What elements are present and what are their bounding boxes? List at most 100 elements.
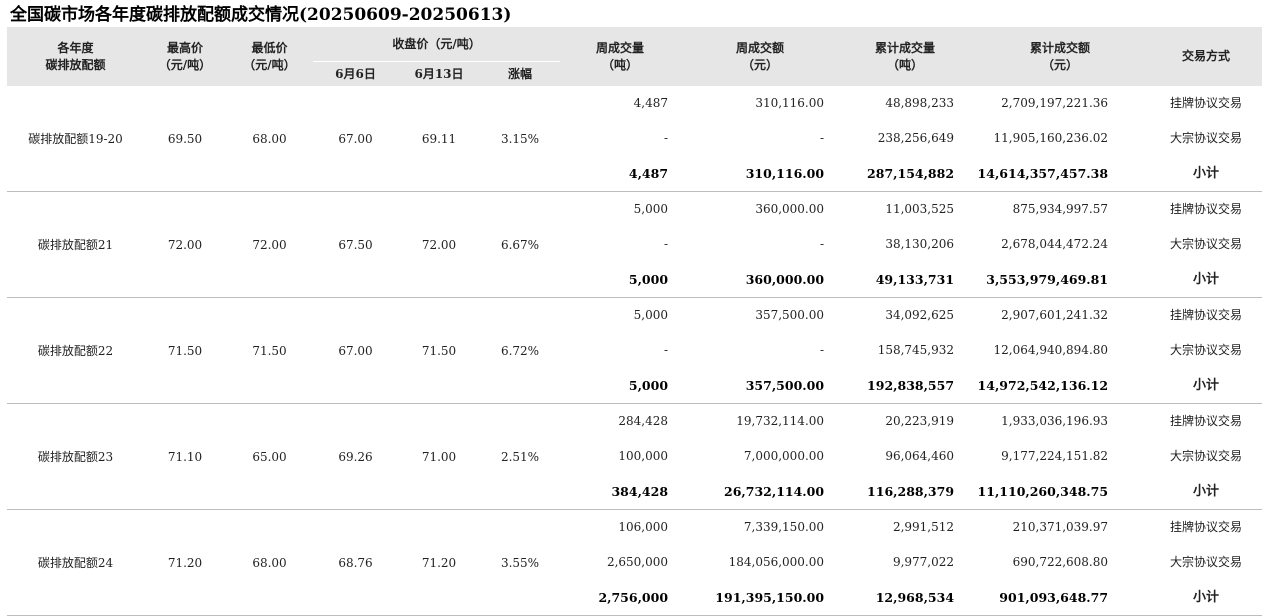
close-prev: 67.00 (313, 297, 398, 404)
table-row: 碳排放配额21 72.00 72.00 67.50 72.00 6.67% 5,000 360… (7, 191, 1262, 298)
week-amount: 7,000,000.00 (743, 449, 825, 463)
trade-method: 大宗协议交易 (1170, 555, 1243, 569)
close-prev: 67.50 (313, 191, 398, 298)
close-prev: 68.76 (313, 509, 398, 616)
close-curr: 72.00 (398, 191, 480, 298)
cum-volume: 116,288,379 (840, 474, 971, 510)
week-amount: 360,000.00 (755, 202, 825, 216)
table-row: 5,000 357,500.00 192,838,557 14,972,542,136… (7, 368, 1263, 404)
change-pct: 3.15% (480, 86, 561, 192)
week-amount: 184,056,000.00 (728, 555, 825, 569)
high-price: 72.00 (144, 191, 226, 298)
high-price: 71.10 (144, 403, 226, 510)
header-high-price: 最高价 （元/吨） (144, 27, 226, 86)
trade-method: 挂牌协议交易 (1170, 202, 1243, 216)
week-volume: - (663, 343, 669, 357)
week-volume: 4,487 (633, 96, 669, 110)
week-amount: 357,500.00 (680, 368, 841, 404)
cum-volume: 38,130,206 (885, 237, 955, 251)
low-price: 72.00 (226, 191, 313, 298)
week-volume: - (663, 131, 669, 145)
week-volume: - (663, 237, 669, 251)
table-row: 碳排放配额19-20 69.50 68.00 67.00 69.11 3.15% 4,487… (7, 86, 1262, 192)
week-amount: 191,395,150.00 (680, 580, 841, 616)
week-volume: 5,000 (560, 368, 681, 404)
header-week-amount: 周成交额 （元） (680, 27, 841, 86)
trade-method: 大宗协议交易 (1170, 343, 1243, 357)
vintage-name: 碳排放配额24 (7, 509, 144, 616)
cum-volume: 48,898,233 (885, 96, 955, 110)
header-close-price: 收盘价（元/吨） (313, 27, 561, 62)
table-row: - - 238,256,649 11,905,160,236.02 大宗协议交易 (7, 121, 1262, 156)
header-cum-volume: 累计成交量 （吨） (840, 27, 971, 86)
week-amount: 7,339,150.00 (743, 520, 825, 534)
cum-volume: 12,968,534 (840, 580, 971, 616)
week-volume: 5,000 (633, 202, 669, 216)
cum-amount: 1,933,036,196.93 (1001, 414, 1109, 428)
cum-volume: 158,745,932 (877, 343, 955, 357)
cum-amount: 690,722,608.80 (1012, 555, 1109, 569)
week-volume: 284,428 (618, 414, 669, 428)
table-row: - - 38,130,206 2,678,044,472.24 大宗协议交易 (7, 227, 1262, 262)
header-cum-amount: 累计成交额 （元） (970, 27, 1151, 86)
table-header: 各年度 碳排放配额 最高价 （元/吨） 最低价 （元/吨） 收盘价（元/吨） 周成交量… (7, 27, 1263, 86)
table-row: 碳排放配额23 71.10 65.00 69.26 71.00 2.51% 284,428 1… (7, 403, 1262, 510)
high-price: 71.50 (144, 297, 226, 404)
close-curr: 69.11 (398, 86, 480, 192)
week-amount: 357,500.00 (755, 308, 825, 322)
trade-method: 小计 (1150, 580, 1263, 616)
change-pct: 6.67% (480, 191, 561, 298)
week-amount: - (819, 131, 825, 145)
vintage-name: 碳排放配额23 (7, 403, 144, 510)
high-price: 71.20 (144, 509, 226, 616)
cum-volume: 11,003,525 (885, 202, 955, 216)
cum-volume: 2,991,512 (892, 520, 955, 534)
trade-method: 大宗协议交易 (1170, 449, 1243, 463)
header-low-price: 最低价 （元/吨） (226, 27, 313, 86)
cum-amount: 14,614,357,457.38 (970, 156, 1151, 192)
trade-method: 小计 (1150, 262, 1263, 298)
change-pct: 3.55% (480, 509, 561, 616)
low-price: 65.00 (226, 403, 313, 510)
week-volume: 100,000 (618, 449, 669, 463)
trade-method: 小计 (1150, 368, 1263, 404)
vintage-name: 碳排放配额19-20 (7, 86, 144, 192)
week-amount: 19,732,114.00 (736, 414, 825, 428)
trade-method: 大宗协议交易 (1170, 237, 1243, 251)
cum-amount: 875,934,997.57 (1012, 202, 1109, 216)
table-row: - - 158,745,932 12,064,940,894.80 大宗协议交易 (7, 333, 1262, 368)
trade-method: 挂牌协议交易 (1170, 96, 1243, 110)
header-change: 涨幅 (480, 61, 561, 86)
header-vintage: 各年度 碳排放配额 (7, 27, 144, 86)
cum-amount: 2,907,601,241.32 (1001, 308, 1109, 322)
cum-amount: 210,371,039.97 (1012, 520, 1109, 534)
trade-method: 挂牌协议交易 (1170, 520, 1243, 534)
table-row: 100,000 7,000,000.00 96,064,460 9,177,224,1… (7, 439, 1262, 474)
trade-method: 小计 (1150, 156, 1263, 192)
close-curr: 71.00 (398, 403, 480, 510)
week-amount: 26,732,114.00 (680, 474, 841, 510)
cum-volume: 96,064,460 (885, 449, 955, 463)
week-volume: 384,428 (560, 474, 681, 510)
week-volume: 4,487 (560, 156, 681, 192)
trade-method: 小计 (1150, 474, 1263, 510)
table-body: 碳排放配额19-20 69.50 68.00 67.00 69.11 3.15% 4,487… (7, 86, 1263, 616)
vintage-name: 碳排放配额21 (7, 191, 144, 298)
close-curr: 71.50 (398, 297, 480, 404)
cum-amount: 11,110,260,348.75 (970, 474, 1151, 510)
cum-volume: 20,223,919 (885, 414, 955, 428)
cum-amount: 901,093,648.77 (970, 580, 1151, 616)
cum-volume: 238,256,649 (877, 131, 955, 145)
cum-volume: 9,977,022 (892, 555, 955, 569)
week-volume: 5,000 (633, 308, 669, 322)
table-row: 碳排放配额24 71.20 68.00 68.76 71.20 3.55% 106,000 7… (7, 509, 1262, 616)
week-volume: 2,650,000 (606, 555, 669, 569)
carbon-trading-table: 各年度 碳排放配额 最高价 （元/吨） 最低价 （元/吨） 收盘价（元/吨） 周成交量… (7, 27, 1263, 616)
cum-volume: 287,154,882 (840, 156, 971, 192)
page-title: 全国碳市场各年度碳排放配额成交情况(20250609-20250613) (10, 5, 512, 25)
change-pct: 2.51% (480, 403, 561, 510)
cum-amount: 9,177,224,151.82 (1001, 449, 1109, 463)
week-volume: 5,000 (560, 262, 681, 298)
low-price: 68.00 (226, 509, 313, 616)
table-row: 2,650,000 184,056,000.00 9,977,022 690,722,… (7, 545, 1262, 580)
